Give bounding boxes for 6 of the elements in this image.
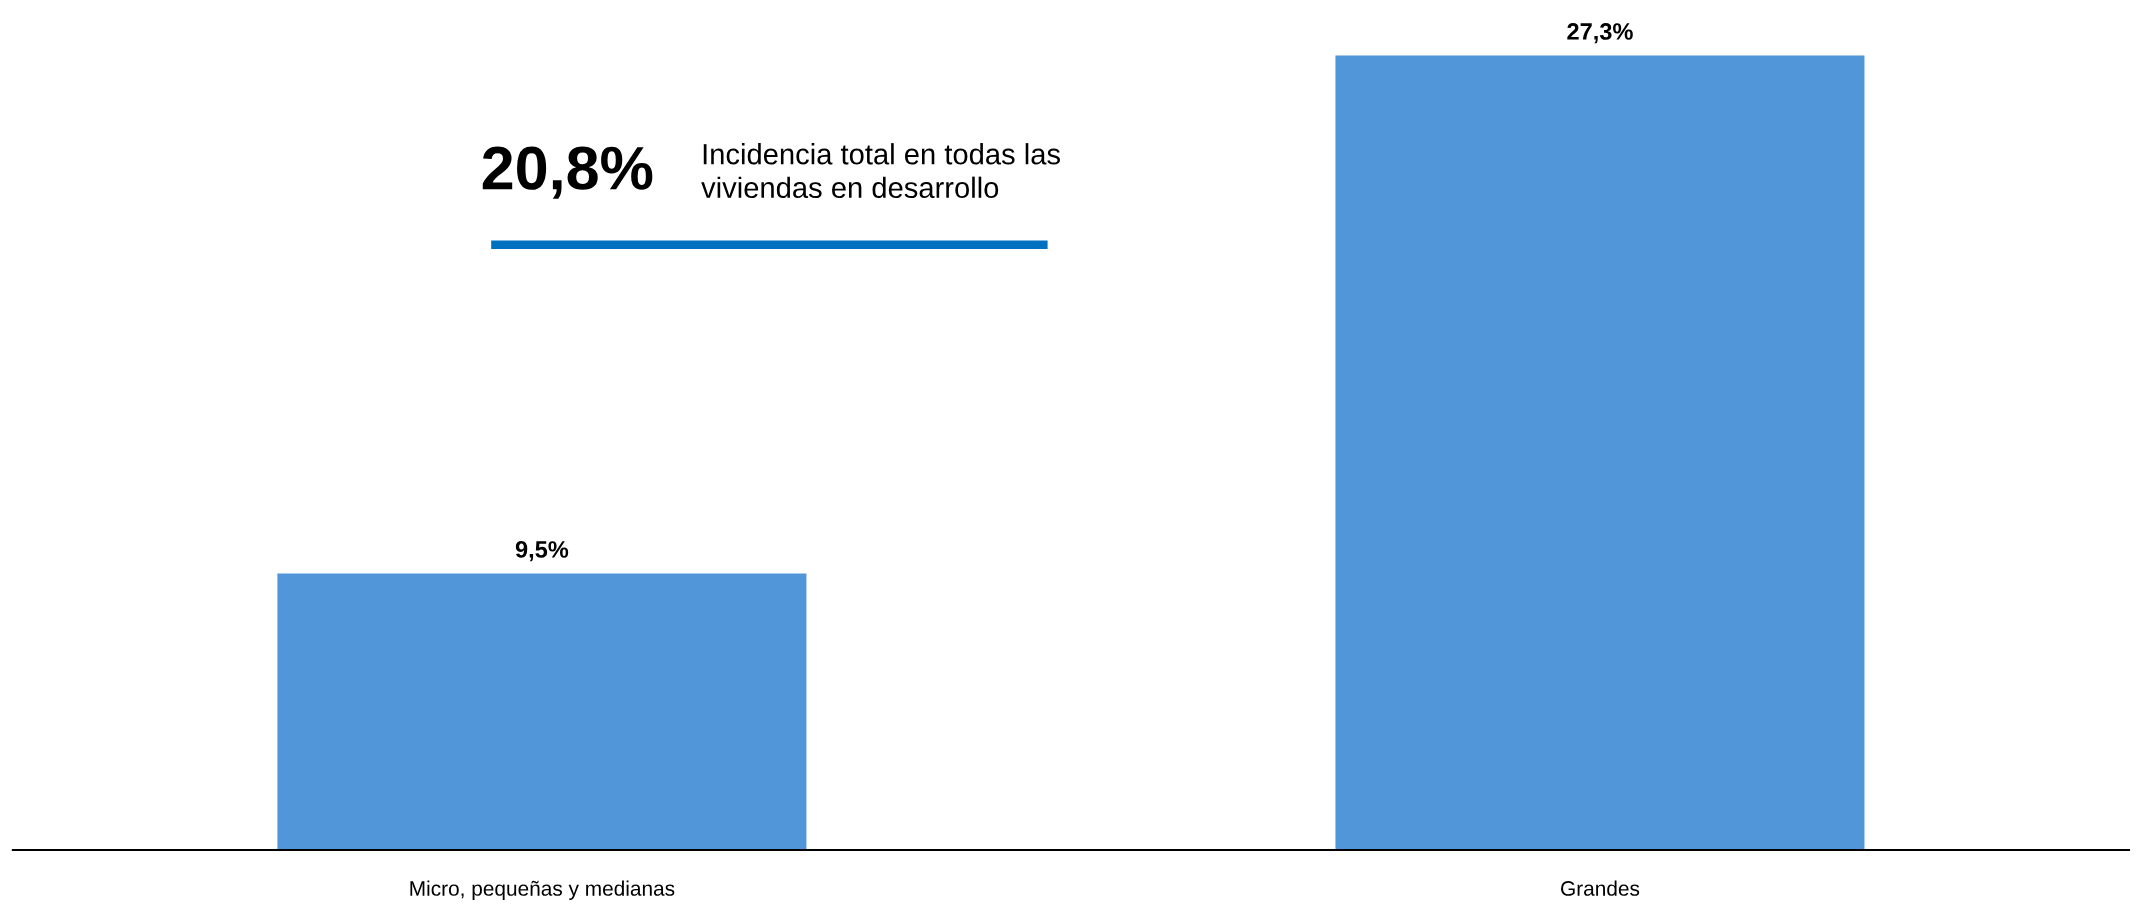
- x-tick-label: Grandes: [1561, 880, 1640, 896]
- annotation: 20,8%: [482, 146, 653, 199]
- annotation: Incidencia total en todas las viviendas en desarrollo: [701, 143, 1060, 199]
- data-label: 9,5%: [515, 541, 569, 562]
- x-tick-label: Micro, pequeñas y medianas: [410, 880, 675, 900]
- data-label: 27,3%: [1567, 23, 1633, 44]
